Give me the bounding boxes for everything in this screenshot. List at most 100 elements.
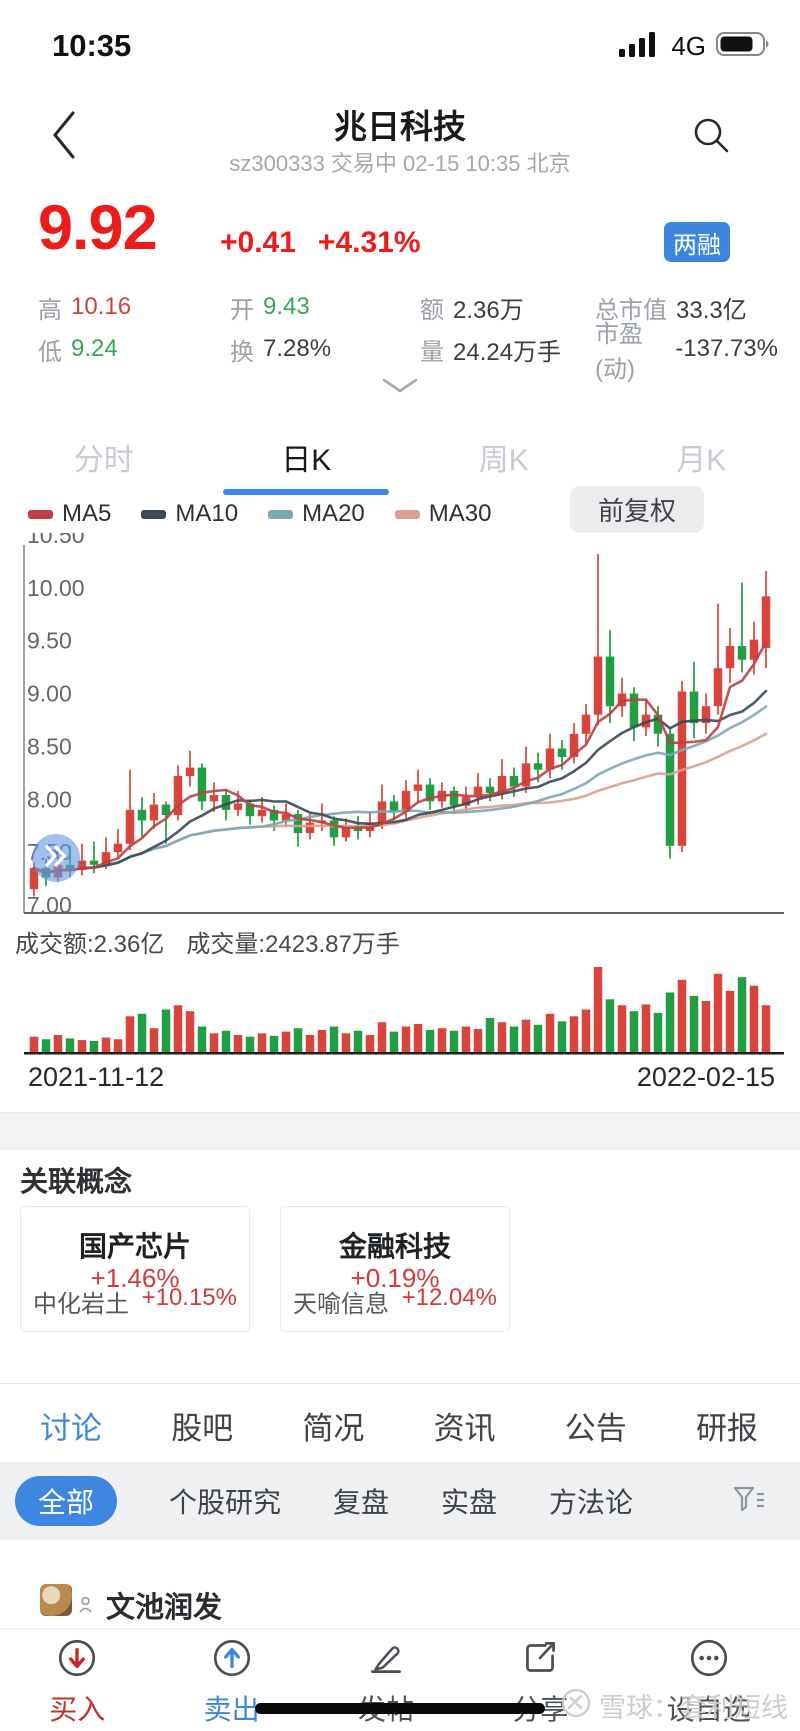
stat-label: 开 xyxy=(230,296,254,324)
tab-announcements[interactable]: 公告 xyxy=(564,1410,627,1446)
turnover-summary: 成交额:2.36亿 成交量:2423.87万手 xyxy=(15,924,400,959)
share-icon xyxy=(517,1635,563,1686)
related-stock-change: +12.04% xyxy=(401,1284,497,1311)
related-stock-name: 中化岩土 xyxy=(33,1291,129,1318)
concept-name: 国产芯片 xyxy=(78,1231,191,1262)
stat-value: 24.24万手 xyxy=(453,338,562,366)
sell-label: 卖出 xyxy=(203,1694,260,1725)
turnover-volume: 成交量:2423.87万手 xyxy=(186,931,400,958)
x-axis-start-date: 2021-11-12 xyxy=(28,1062,165,1092)
chevron-down-icon xyxy=(381,377,419,400)
concept-cards: 国产芯片 +1.46% 中化岩土 +10.15% 金融科技 +0.19% 天喻信息 +12.0… xyxy=(20,1206,510,1332)
expand-quote-button[interactable] xyxy=(368,374,432,402)
svg-text:10.50: 10.50 xyxy=(27,533,85,548)
stat-value: 9.24 xyxy=(71,335,118,362)
discussion-filter-bar: 全部 个股研究 复盘 实盘 方法论 xyxy=(0,1462,800,1540)
buy-button[interactable]: 买入 xyxy=(49,1629,105,1728)
watermark-text: 雪球：套利短线 xyxy=(599,1693,788,1723)
related-stock-name: 天喻信息 xyxy=(293,1291,389,1318)
section-separator xyxy=(0,1112,800,1150)
stat-label: 低 xyxy=(38,338,62,366)
stat-value: 7.28% xyxy=(263,335,332,362)
adjust-mode-button[interactable]: 前复权 xyxy=(570,486,704,533)
concept-stock-row: 天喻信息 +12.04% xyxy=(293,1284,497,1319)
legend-label: MA10 xyxy=(175,500,239,527)
volume-chart[interactable] xyxy=(0,962,800,1058)
chart-tab-weekly-k[interactable]: 周K xyxy=(478,444,529,477)
quote-stat: 量 24.24万手 xyxy=(420,328,595,370)
quote-stat: 市盈(动) -137.73% xyxy=(595,321,778,383)
share-button[interactable]: 分享 xyxy=(512,1629,568,1728)
double-chevron-right-icon xyxy=(43,844,69,873)
concept-card[interactable]: 国产芯片 +1.46% 中化岩土 +10.15% xyxy=(20,1206,250,1332)
stock-status-subtitle: sz300333 交易中 02-15 10:35 北京 xyxy=(229,151,571,176)
filter-item-all[interactable]: 全部 xyxy=(15,1476,117,1526)
stat-label: 总市值 xyxy=(595,296,667,324)
sell-button[interactable]: 卖出 xyxy=(204,1629,260,1728)
legend-label: MA5 xyxy=(62,500,112,527)
replay-fastforward-button[interactable] xyxy=(32,834,80,882)
tab-discussion[interactable]: 讨论 xyxy=(10,1403,132,1468)
quote-stat: 换 7.28% xyxy=(230,328,420,370)
concept-card[interactable]: 金融科技 +0.19% 天喻信息 +12.04% xyxy=(280,1206,510,1332)
chart-tab-daily-k[interactable]: 日K xyxy=(223,431,390,495)
tab-stock-bar[interactable]: 股吧 xyxy=(171,1410,234,1446)
quote-stat: 总市值 33.3亿 xyxy=(595,286,778,328)
filter-funnel-icon[interactable] xyxy=(732,1482,766,1521)
legend-swatch xyxy=(28,509,53,519)
xueqiu-logo-icon xyxy=(561,1688,591,1723)
filter-item-stock-research[interactable]: 个股研究 xyxy=(169,1487,282,1518)
svg-text:8.50: 8.50 xyxy=(27,733,72,759)
concept-change: +0.19% xyxy=(350,1263,440,1293)
legend-swatch xyxy=(268,509,294,519)
stat-label: 量 xyxy=(420,338,444,366)
legend-item-ma5: MA5 xyxy=(28,500,111,528)
svg-text:9.00: 9.00 xyxy=(27,681,72,707)
avatar[interactable] xyxy=(40,1584,72,1616)
network-type-label: 4G xyxy=(671,31,706,61)
filter-item-methodology[interactable]: 方法论 xyxy=(549,1487,634,1518)
tab-profile[interactable]: 简况 xyxy=(302,1410,365,1446)
margin-trading-badge[interactable]: 两融 xyxy=(664,222,730,262)
legend-label: MA30 xyxy=(428,500,492,527)
concept-change: +1.46% xyxy=(90,1263,180,1293)
post-username[interactable]: 文池润发 xyxy=(106,1592,223,1624)
back-button[interactable] xyxy=(46,106,82,164)
search-icon[interactable] xyxy=(688,112,734,158)
legend-item-ma10: MA10 xyxy=(141,500,238,528)
quote-stats-grid: 高 10.16 开 9.43 额 2.36万 总市值 33.3亿低 9.24 换 7.28% 量 24.… xyxy=(38,286,778,383)
tab-news[interactable]: 资讯 xyxy=(433,1410,496,1446)
watchlist-label: 设自选 xyxy=(666,1694,751,1725)
quote-stat: 高 10.16 xyxy=(38,286,230,328)
legend-swatch xyxy=(394,509,420,519)
status-right-cluster: 4G xyxy=(619,30,772,63)
filter-item-real-trading[interactable]: 实盘 xyxy=(441,1487,498,1518)
quote-stat: 额 2.36万 xyxy=(420,286,595,328)
buy-label: 买入 xyxy=(49,1694,106,1725)
quote-stat: 低 9.24 xyxy=(38,328,230,370)
legend-swatch xyxy=(141,509,167,519)
watchlist-ellipsis-icon xyxy=(686,1635,732,1686)
ma-legend: MA5 MA10 MA20 MA30 xyxy=(28,500,491,528)
current-price: 9.92 xyxy=(38,193,158,263)
stat-value: 33.3亿 xyxy=(676,296,747,324)
sell-arrow-up-icon xyxy=(209,1635,255,1686)
filter-item-review[interactable]: 复盘 xyxy=(333,1487,390,1518)
post-pencil-icon xyxy=(363,1635,409,1686)
watchlist-button[interactable]: 设自选 xyxy=(667,1629,751,1728)
legend-item-ma20: MA20 xyxy=(268,500,365,528)
svg-text:8.00: 8.00 xyxy=(27,786,72,812)
svg-text:10.00: 10.00 xyxy=(27,575,85,601)
watermark: 雪球：套利短线 xyxy=(561,1686,788,1725)
chart-tab-timeline[interactable]: 分时 xyxy=(73,444,134,477)
stat-label: 额 xyxy=(420,296,444,324)
tab-research[interactable]: 研报 xyxy=(695,1410,758,1446)
stat-value: 2.36万 xyxy=(453,296,524,324)
concept-name: 金融科技 xyxy=(338,1231,451,1262)
related-stock-change: +10.15% xyxy=(141,1284,237,1311)
home-indicator xyxy=(255,1703,545,1714)
battery-icon xyxy=(716,31,772,62)
chart-tab-monthly-k[interactable]: 月K xyxy=(676,444,727,477)
